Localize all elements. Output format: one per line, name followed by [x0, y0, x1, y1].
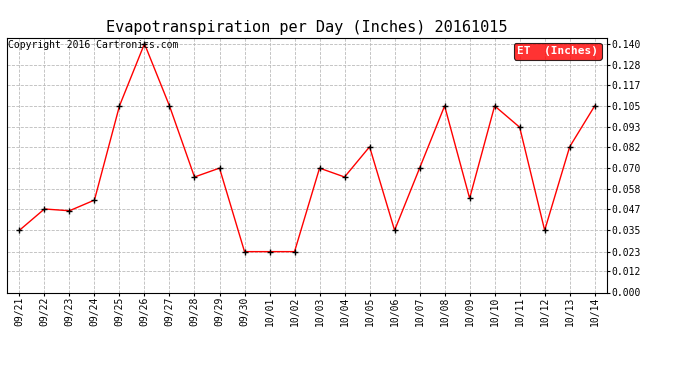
Title: Evapotranspiration per Day (Inches) 20161015: Evapotranspiration per Day (Inches) 2016…	[106, 20, 508, 35]
Legend: ET  (Inches): ET (Inches)	[514, 43, 602, 60]
Text: Copyright 2016 Cartronics.com: Copyright 2016 Cartronics.com	[8, 40, 179, 50]
